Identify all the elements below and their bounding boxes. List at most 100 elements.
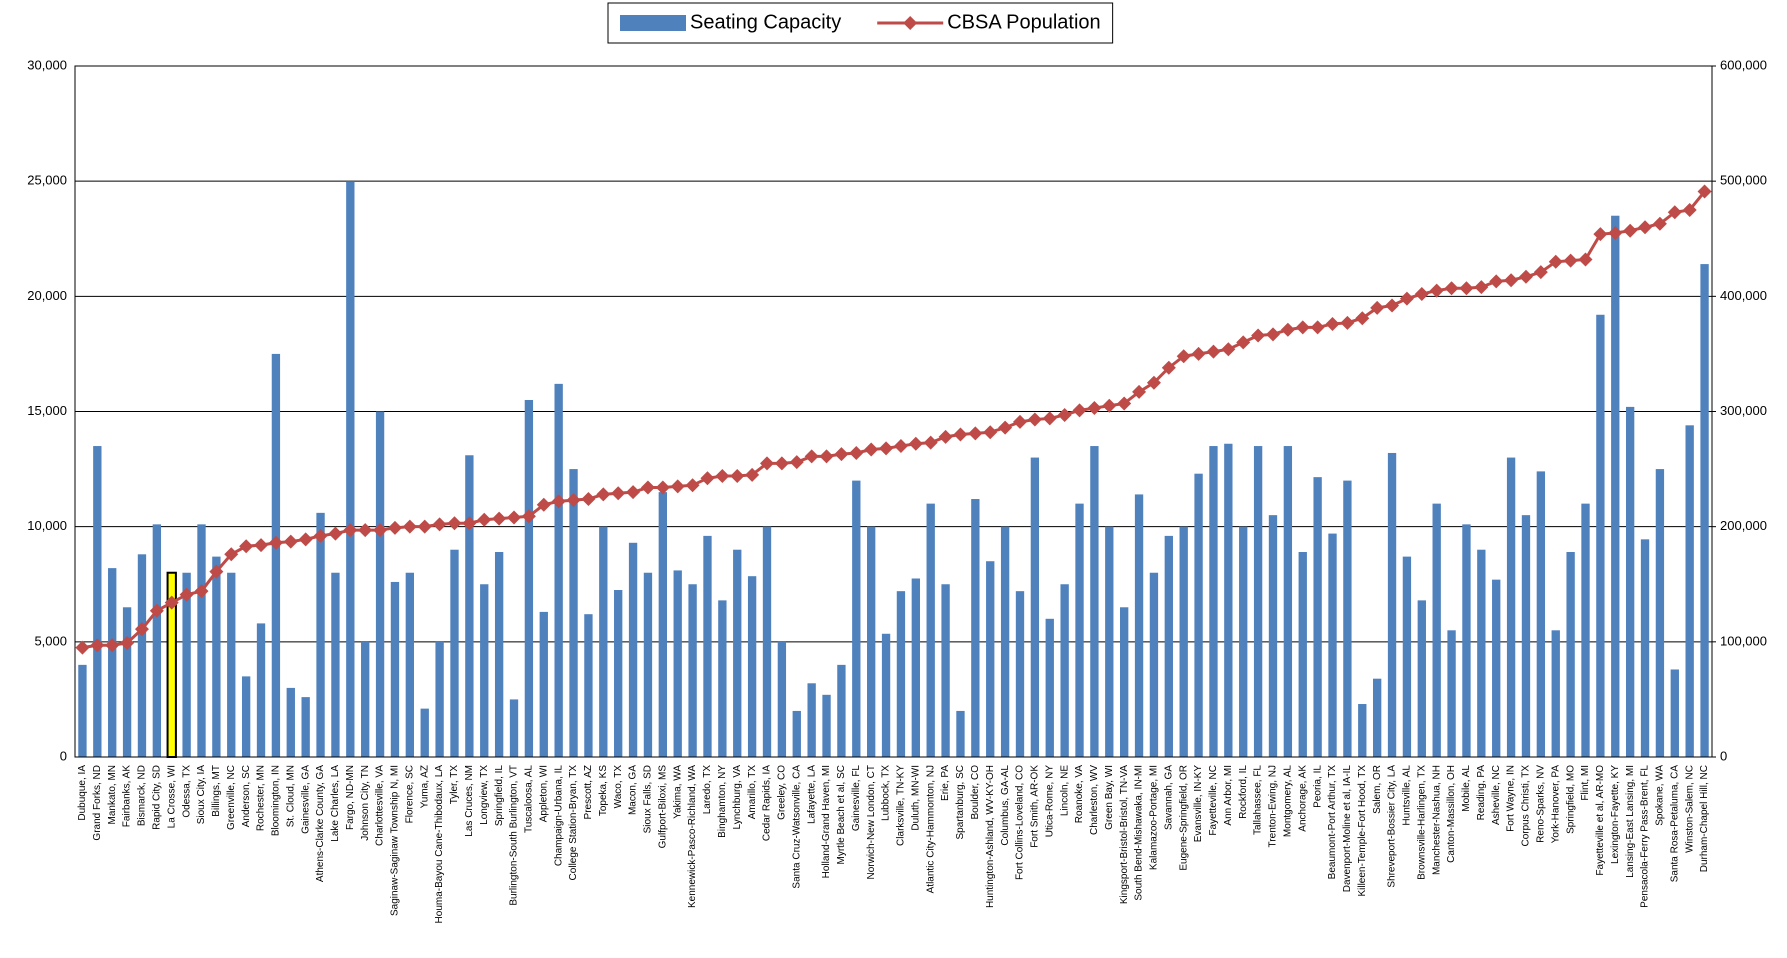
legend-marker bbox=[903, 16, 918, 30]
x-tick-label: Gainesville, GA bbox=[300, 765, 311, 834]
marker bbox=[298, 532, 313, 547]
x-tick-label: Lansing-East Lansing, MI bbox=[1625, 765, 1636, 878]
x-tick-label: Grand Forks, ND bbox=[92, 765, 103, 841]
marker bbox=[1399, 291, 1414, 306]
marker bbox=[1533, 265, 1548, 280]
marker bbox=[804, 449, 819, 464]
x-tick-label: Spokane, WA bbox=[1655, 765, 1666, 826]
x-tick-label: Green Bay, WI bbox=[1104, 765, 1115, 830]
x-tick-label: Reading, PA bbox=[1476, 765, 1487, 821]
marker bbox=[194, 584, 209, 599]
x-tick-label: Bismarck, ND bbox=[137, 765, 148, 826]
x-tick-label: Peoria, IL bbox=[1312, 765, 1323, 808]
marker bbox=[819, 449, 834, 464]
x-tick-label: Waco, TX bbox=[613, 765, 624, 809]
x-tick-label: Eugene-Springfield, OR bbox=[1178, 765, 1189, 871]
marker bbox=[700, 471, 715, 486]
bar bbox=[227, 572, 236, 757]
x-tick-label: Topeka, KS bbox=[598, 765, 609, 816]
bar bbox=[1566, 552, 1575, 757]
marker bbox=[507, 510, 522, 525]
marker bbox=[417, 519, 432, 534]
bar bbox=[509, 699, 519, 757]
marker bbox=[1340, 315, 1355, 330]
x-tick-label: Yakima, WA bbox=[672, 765, 683, 819]
marker bbox=[75, 640, 90, 655]
x-tick-label: Mankato, MN bbox=[107, 765, 118, 824]
marker bbox=[774, 456, 789, 471]
x-tick-label: Evansville, IN-KY bbox=[1193, 765, 1204, 843]
marker bbox=[1697, 184, 1712, 199]
x-tick-label: Athens-Clarke County, GA bbox=[315, 765, 326, 882]
bar bbox=[1179, 526, 1188, 757]
y-tick-label: 25,000 bbox=[27, 173, 67, 188]
bar bbox=[1685, 425, 1694, 757]
x-tick-label: Charleston, WV bbox=[1089, 765, 1100, 835]
bar bbox=[1358, 704, 1367, 757]
y2-tick-label: 100,000 bbox=[1720, 633, 1767, 648]
x-tick-label: Reno-Sparks, NV bbox=[1535, 765, 1546, 843]
x-tick-label: Binghamton, NY bbox=[717, 765, 728, 838]
marker bbox=[90, 638, 105, 653]
bar bbox=[971, 499, 980, 757]
marker bbox=[358, 523, 373, 538]
bar bbox=[405, 572, 415, 757]
bar bbox=[108, 568, 117, 757]
bar bbox=[926, 503, 935, 757]
marker bbox=[1489, 274, 1504, 289]
bar bbox=[1313, 477, 1322, 757]
marker bbox=[983, 425, 998, 440]
bar bbox=[1209, 446, 1218, 757]
bar bbox=[733, 549, 742, 757]
x-tick-label: Tuscaloosa, AL bbox=[524, 765, 535, 833]
bar bbox=[881, 633, 891, 757]
bar bbox=[1105, 526, 1114, 757]
marker bbox=[864, 442, 879, 457]
x-tick-label: Rockford, IL bbox=[1238, 765, 1249, 819]
marker bbox=[1027, 412, 1042, 427]
marker bbox=[685, 478, 700, 493]
y-tick-label: 0 bbox=[60, 748, 67, 763]
bar bbox=[852, 480, 861, 757]
x-tick-label: Gainesville, FL bbox=[851, 765, 862, 832]
x-tick-label: Sioux Falls, SD bbox=[643, 765, 654, 833]
bar bbox=[1224, 443, 1233, 757]
bar bbox=[1045, 618, 1054, 757]
x-tick-label: Brownsville-Harlingen, TX bbox=[1416, 765, 1427, 880]
marker bbox=[1593, 227, 1608, 242]
bar bbox=[1581, 503, 1590, 757]
marker bbox=[1072, 403, 1087, 418]
bar bbox=[1521, 515, 1531, 757]
x-tick-label: Spartanburg, SC bbox=[955, 765, 966, 840]
marker bbox=[1176, 349, 1191, 364]
bar bbox=[93, 446, 102, 757]
x-tick-label: Myrtle Beach et al, SC bbox=[836, 765, 847, 864]
marker bbox=[968, 426, 983, 441]
bar bbox=[480, 584, 489, 757]
bar bbox=[792, 710, 801, 757]
bar bbox=[316, 512, 325, 757]
bar bbox=[1194, 473, 1203, 757]
legend-label: Seating Capacity bbox=[690, 11, 841, 33]
y2-tick-label: 600,000 bbox=[1720, 57, 1767, 72]
x-tick-label: Greeley, CO bbox=[777, 765, 788, 820]
bar bbox=[286, 687, 295, 757]
x-tick-label: Fort Collins-Loveland, CO bbox=[1015, 765, 1026, 880]
bar bbox=[465, 455, 474, 757]
x-tick-label: Flint, MI bbox=[1580, 765, 1591, 801]
bar bbox=[1120, 607, 1129, 757]
x-tick-label: Champaign-Urbana, IL bbox=[553, 765, 564, 867]
x-tick-label: Savannah, GA bbox=[1163, 765, 1174, 830]
x-tick-label: Laredo, TX bbox=[702, 765, 713, 815]
bar bbox=[1015, 591, 1025, 757]
y-tick-label: 5,000 bbox=[34, 633, 67, 648]
marker bbox=[1444, 281, 1459, 296]
bar bbox=[1268, 515, 1278, 757]
bar bbox=[941, 584, 950, 757]
bar bbox=[1596, 314, 1605, 757]
bar bbox=[1298, 552, 1307, 757]
y2-tick-label: 300,000 bbox=[1720, 403, 1767, 418]
bar bbox=[1387, 452, 1397, 757]
x-tick-label: Lexington-Fayette, KY bbox=[1610, 765, 1621, 864]
marker bbox=[105, 638, 120, 653]
